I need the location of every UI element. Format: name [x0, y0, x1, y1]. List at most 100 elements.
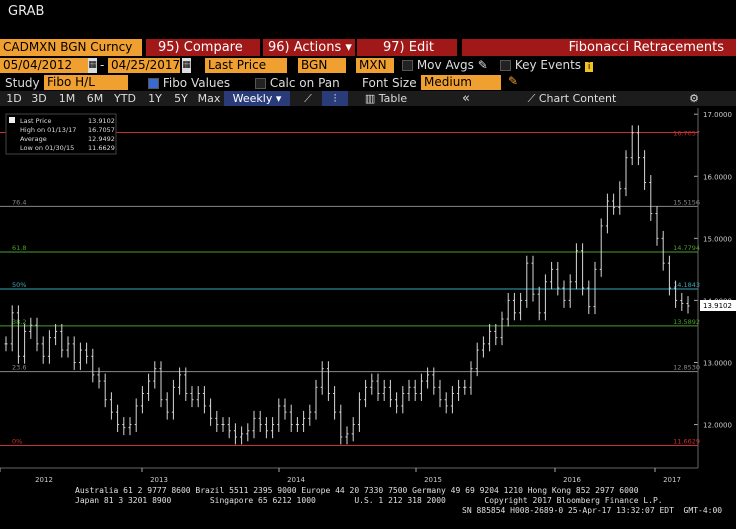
fibo-values-label: Fibo Values [162, 76, 231, 90]
gear-icon[interactable]: ⚙ [689, 92, 699, 105]
checkbox-icon [255, 78, 266, 89]
y-tick-label: 12.0000 [703, 422, 732, 430]
currency-field[interactable]: MXN [356, 58, 394, 73]
period-ytd[interactable]: YTD [114, 92, 136, 105]
x-tick-label: 2016 [563, 476, 581, 484]
checkbox-icon [402, 60, 413, 71]
legend-last-price-label: Last Price [20, 117, 51, 125]
table-label: Table [378, 92, 408, 105]
calendar-icon[interactable]: ▦ [88, 58, 97, 73]
period-toolbar [0, 91, 736, 106]
fib-pct-label: 76.4 [12, 198, 26, 206]
table-button[interactable]: ▥ Table [364, 91, 408, 106]
legend-swatch [9, 117, 15, 123]
fib-value-label: 15.5156 [673, 198, 700, 206]
start-date-field[interactable]: 05/04/2012 [0, 58, 88, 73]
compare-button[interactable]: 95) Compare [146, 39, 260, 56]
info-badge[interactable]: i [584, 62, 594, 72]
fib-value-label: 14.1843 [673, 281, 700, 289]
fibo-values-toggle[interactable]: Fibo Values [148, 76, 230, 90]
x-tick-label: 2013 [150, 476, 168, 484]
y-tick-label: 15.0000 [703, 235, 732, 243]
actions-label: 96) Actions [268, 40, 342, 55]
period-6m[interactable]: 6M [86, 92, 104, 105]
calc-on-pan-toggle[interactable]: Calc on Pan [255, 76, 340, 90]
last-price-tag-text: 13.9102 [703, 302, 732, 310]
x-tick-label: 2012 [35, 476, 53, 484]
period-1d[interactable]: 1D [6, 92, 22, 105]
app-title: GRAB [8, 4, 45, 19]
font-size-label: Font Size [362, 76, 417, 90]
legend-high-value: 16.7057 [88, 126, 115, 134]
fib-pct-label: 0% [12, 437, 22, 445]
pencil-icon[interactable]: ✎ [508, 74, 519, 88]
footer-line-2: Japan 81 3 3201 8900 Singapore 65 6212 1… [75, 496, 663, 505]
legend: Last Price 13.9102 High on 01/13/17 16.7… [5, 113, 117, 155]
legend-average-value: 12.9492 [88, 135, 115, 143]
pencil-icon: ✎ [477, 58, 488, 72]
table-icon: ▥ [364, 92, 376, 105]
legend-last-price-value: 13.9102 [88, 117, 115, 125]
footer-line-1: Australia 61 2 9777 8600 Brazil 5511 239… [75, 486, 639, 495]
key-events-label: Key Events [514, 58, 582, 72]
y-tick-label: 13.0000 [703, 359, 732, 367]
period-1m[interactable]: 1M [58, 92, 76, 105]
calc-on-pan-label: Calc on Pan [269, 76, 340, 90]
x-tick-label: 2015 [424, 476, 442, 484]
font-size-select[interactable]: Medium [421, 75, 501, 90]
frequency-label: Weekly [232, 92, 273, 105]
actions-button[interactable]: 96) Actions ▾ [263, 39, 355, 56]
end-date-field[interactable]: 04/25/2017 [108, 58, 180, 73]
source-field[interactable]: BGN [298, 58, 346, 73]
line-chart-icon[interactable]: ⟋ [304, 92, 312, 105]
study-label: Study [5, 76, 40, 90]
x-tick-label: 2014 [287, 476, 305, 484]
fib-pct-label: 61.8 [12, 244, 26, 252]
calendar-icon[interactable]: ▦ [182, 58, 191, 73]
edit-button[interactable]: 97) Edit ▾ [357, 39, 457, 72]
checkbox-icon [500, 60, 511, 71]
fib-pct-label: 38.2 [12, 318, 26, 326]
chart-content-label: Chart Content [538, 92, 617, 105]
fib-value-label: 12.8530 [673, 364, 700, 372]
frequency-select[interactable]: Weekly ▾ [224, 91, 290, 106]
period-5y[interactable]: 5Y [174, 92, 188, 105]
study-select[interactable]: Fibo H/L [44, 75, 128, 90]
y-tick-label: 17.0000 [703, 111, 732, 119]
period-1y[interactable]: 1Y [148, 92, 162, 105]
last-price-tag [700, 300, 736, 311]
fib-value-label: 14.7794 [673, 244, 700, 252]
collapse-icon[interactable]: « [462, 91, 470, 106]
x-axis-ticks: 2012 2013 2014 2015 2016 2017 [0, 467, 698, 484]
key-events-toggle[interactable]: Key Events i [500, 58, 594, 72]
bar-chart-icon[interactable]: ⫶ [322, 91, 348, 106]
legend-average-label: Average [20, 135, 47, 143]
legend-high-label: High on 01/13/17 [20, 126, 76, 134]
fib-value-label: 16.7057 [673, 129, 700, 137]
fib-value-label: 13.5892 [673, 318, 700, 326]
period-3d[interactable]: 3D [31, 92, 47, 105]
price-chart[interactable]: 16.7057 76.4 15.5156 61.8 14.7794 50% 14.1843 3… [0, 108, 736, 489]
legend-low-value: 11.6629 [88, 144, 115, 152]
chevron-down-icon: ▾ [345, 40, 352, 55]
y-tick-label: 16.0000 [703, 173, 732, 181]
footer-line-3: SN 885854 H008-2689-0 25-Apr-17 13:32:07… [462, 506, 723, 515]
security-field[interactable]: CADMXN BGN Curncy [0, 39, 142, 56]
chart-content-icon: ⟋ [527, 92, 536, 105]
checkbox-checked-icon [148, 78, 159, 89]
fib-value-label: 11.6629 [673, 437, 700, 445]
fib-pct-label: 50% [12, 281, 26, 289]
date-separator: - [100, 58, 105, 72]
period-max[interactable]: Max [197, 92, 221, 105]
edit-label: 97) Edit [383, 40, 434, 55]
legend-low-label: Low on 01/30/15 [20, 144, 74, 152]
mov-avgs-label: Mov Avgs [416, 58, 474, 72]
mov-avgs-toggle[interactable]: Mov Avgs ✎ [402, 58, 488, 72]
fib-pct-label: 23.6 [12, 364, 26, 372]
price-series [4, 125, 690, 445]
chart-content-button[interactable]: ⟋ Chart Content [522, 91, 622, 106]
chart-title: Fibonacci Retracements [462, 39, 736, 56]
price-type-select[interactable]: Last Price [205, 58, 287, 73]
legend-box [5, 113, 117, 155]
x-tick-label: 2017 [663, 476, 681, 484]
